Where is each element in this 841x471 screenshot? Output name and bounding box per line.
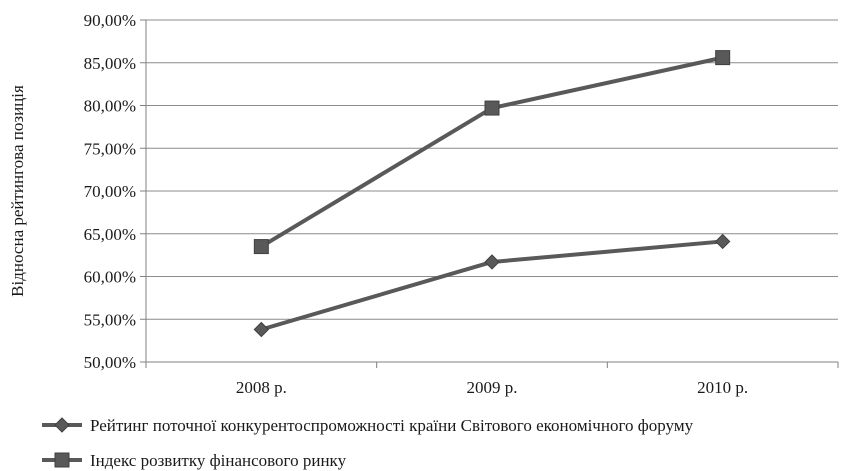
y-tick-label: 65,00% <box>84 225 136 244</box>
axes <box>145 20 838 363</box>
y-tick-labels: 50,00% 55,00% 60,00% 65,00% 70,00% 75,00% 80,0… <box>84 11 136 372</box>
legend-marker-square <box>54 452 70 468</box>
series-layer <box>253 50 731 338</box>
y-tick-label: 85,00% <box>84 54 136 73</box>
data-point-square <box>253 239 269 255</box>
y-tick-label: 75,00% <box>84 139 136 158</box>
y-tick-label: 55,00% <box>84 310 136 329</box>
x-tick-label: 2008 р. <box>236 378 287 397</box>
y-tick-label: 60,00% <box>84 268 136 287</box>
data-point-square <box>484 100 500 116</box>
legend-label: Індекс розвитку фінансового ринку <box>90 451 347 470</box>
data-point-diamond <box>484 254 500 270</box>
data-point-diamond <box>253 321 270 338</box>
y-tick-label: 50,00% <box>84 353 136 372</box>
y-tick-label: 90,00% <box>84 11 136 30</box>
series-line-2 <box>260 55 724 249</box>
x-tick-labels: 2008 р. 2009 р. 2010 р. <box>145 362 839 397</box>
legend-marker-diamond <box>54 417 70 433</box>
legend-label: Рейтинг поточної конкурентоспроможності … <box>90 416 694 435</box>
gridlines <box>140 19 838 363</box>
data-point-diamond <box>714 233 731 250</box>
data-point-square <box>715 50 731 66</box>
x-tick-label: 2010 р. <box>697 378 748 397</box>
y-tick-label: 80,00% <box>84 97 136 116</box>
y-axis-title: Відносна рейтингова позиція <box>8 85 27 297</box>
y-tick-label: 70,00% <box>84 182 136 201</box>
x-tick-label: 2009 р. <box>467 378 518 397</box>
legend: Рейтинг поточної конкурентоспроможності … <box>42 416 694 470</box>
